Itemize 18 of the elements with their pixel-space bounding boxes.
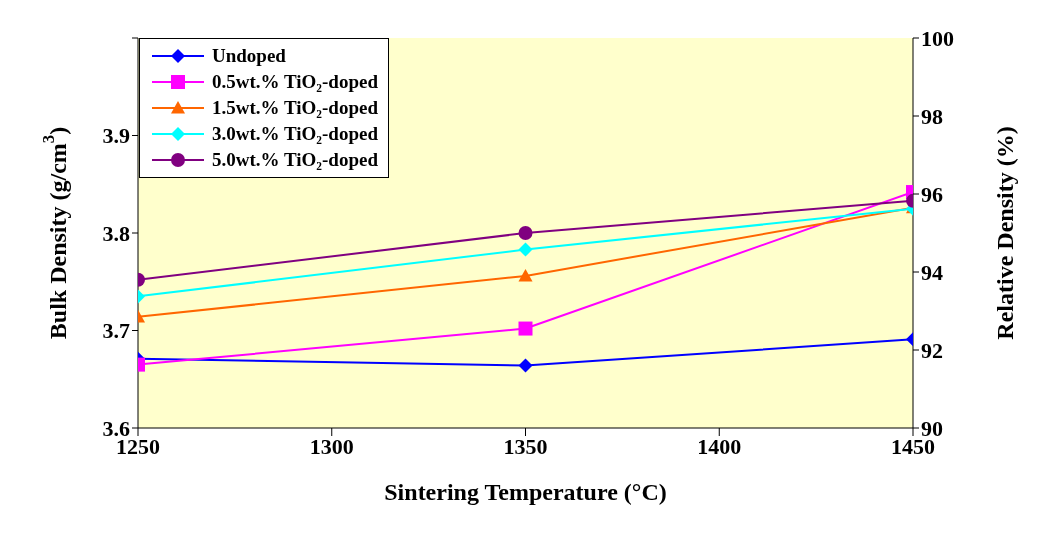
y-tick-label: 3.9 [102, 123, 130, 149]
legend-label: 0.5wt.% TiO₂-doped [212, 71, 378, 93]
legend-label: 3.0wt.% TiO₂-doped [212, 123, 378, 145]
legend-label: Undoped [212, 45, 286, 67]
x-tick-label: 1350 [503, 433, 548, 459]
y2-tick-label: 96 [921, 181, 943, 207]
y2-tick-label: 94 [921, 259, 943, 285]
legend-label: 5.0wt.% TiO₂-doped [212, 149, 378, 171]
y-tick-label: 3.7 [102, 318, 130, 344]
y2-tick-label: 92 [921, 337, 943, 363]
y2-tick-label: 98 [921, 103, 943, 129]
x-axis-title: Sintering Temperature (°C) [384, 479, 667, 505]
x-tick-label: 1400 [697, 433, 742, 459]
legend-label: 1.5wt.% TiO₂-doped [212, 97, 378, 119]
x-tick-label: 1300 [309, 433, 354, 459]
y2-tick-label: 100 [921, 25, 954, 51]
y-tick-label: 3.8 [102, 220, 130, 246]
y2-axis-title: Relative Density (%) [992, 126, 1018, 340]
